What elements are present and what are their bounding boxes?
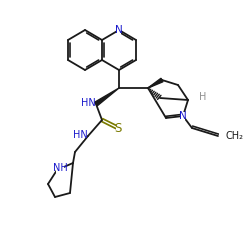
Text: CH₂: CH₂ <box>225 131 243 141</box>
FancyBboxPatch shape <box>116 124 120 132</box>
Text: NH: NH <box>52 163 68 173</box>
FancyBboxPatch shape <box>219 132 231 140</box>
Text: HN: HN <box>72 130 88 140</box>
Text: HN: HN <box>80 98 96 108</box>
FancyBboxPatch shape <box>201 92 205 102</box>
FancyBboxPatch shape <box>84 98 92 108</box>
Text: N: N <box>179 111 187 121</box>
FancyBboxPatch shape <box>181 112 185 120</box>
FancyBboxPatch shape <box>56 164 64 172</box>
FancyBboxPatch shape <box>117 26 121 35</box>
Polygon shape <box>148 78 163 88</box>
Text: H: H <box>199 92 207 102</box>
Text: S: S <box>114 122 122 134</box>
FancyBboxPatch shape <box>76 130 84 140</box>
Polygon shape <box>95 88 119 106</box>
Text: N: N <box>115 25 123 35</box>
